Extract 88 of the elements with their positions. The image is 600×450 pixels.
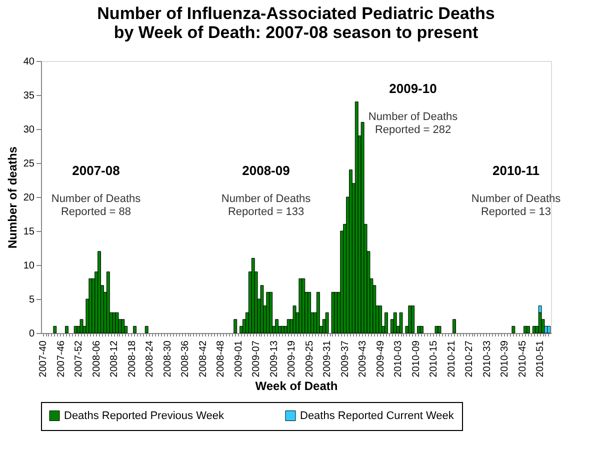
y-tick-label: 10 bbox=[23, 260, 35, 272]
annotation: Number of Deaths Reported = 282 bbox=[368, 111, 458, 136]
x-tick-label: 2008-24 bbox=[144, 340, 156, 378]
bar bbox=[420, 326, 424, 334]
bar bbox=[292, 306, 296, 334]
annotation: 2009-10 bbox=[389, 81, 437, 96]
x-tick-label: 2009-25 bbox=[304, 340, 316, 378]
annotation: 2007-08 bbox=[72, 163, 120, 178]
annotation: Number of Deaths Reported = 13 bbox=[471, 193, 562, 218]
x-tick-label: 2009-01 bbox=[233, 340, 244, 378]
bar bbox=[411, 306, 415, 334]
x-tick-label: 2010-33 bbox=[482, 340, 493, 378]
bar bbox=[378, 306, 382, 334]
x-tick-label: 2009-07 bbox=[251, 340, 262, 378]
bar bbox=[269, 292, 273, 334]
bar bbox=[308, 292, 312, 334]
y-tick-label: 5 bbox=[28, 294, 35, 306]
bar bbox=[121, 319, 125, 334]
x-tick-label: 2010-03 bbox=[393, 340, 404, 378]
annotation: 2008-09 bbox=[242, 163, 290, 178]
bar bbox=[144, 326, 148, 334]
bar bbox=[251, 258, 255, 334]
x-tick-label: 2008-12 bbox=[109, 340, 120, 378]
x-tick-label: 2009-49 bbox=[375, 340, 386, 378]
x-tick-label: 2008-06 bbox=[91, 340, 102, 378]
bar bbox=[133, 326, 137, 334]
bar bbox=[512, 326, 516, 334]
y-tick-label: 15 bbox=[23, 226, 35, 238]
bar bbox=[74, 326, 78, 334]
x-tick-label: 2009-31 bbox=[322, 340, 334, 378]
x-tick-label: 2009-19 bbox=[286, 340, 298, 378]
x-tick-label: 2008-36 bbox=[180, 340, 192, 378]
bar bbox=[393, 312, 397, 334]
bar bbox=[316, 292, 320, 334]
x-tick-label: 2009-13 bbox=[268, 340, 280, 378]
y-tick-label: 20 bbox=[23, 192, 35, 204]
legend-label: Deaths Reported Previous Week bbox=[64, 410, 224, 422]
bar bbox=[532, 326, 536, 334]
bar bbox=[53, 326, 57, 334]
bar bbox=[434, 326, 438, 334]
x-tick-label: 2007-46 bbox=[56, 340, 67, 378]
bar bbox=[275, 319, 278, 334]
y-axis-title: Number of deaths bbox=[5, 146, 20, 249]
x-tick-label: 2007-52 bbox=[74, 340, 85, 378]
chart-title: Number of Influenza-Associated Pediatric Deaths by Week of Death: 2007-08 season to present bbox=[97, 4, 495, 42]
x-tick-label: 2010-45 bbox=[517, 340, 528, 378]
x-tick-label: 2009-43 bbox=[358, 340, 369, 378]
bar bbox=[417, 326, 420, 334]
annotation: Number of Deaths Reported = 88 bbox=[51, 193, 142, 218]
bar bbox=[65, 326, 68, 334]
bar bbox=[80, 319, 84, 334]
x-tick-label: 2008-30 bbox=[162, 340, 174, 378]
bar bbox=[384, 312, 388, 334]
bar bbox=[524, 326, 527, 334]
y-tick-label: 40 bbox=[23, 56, 35, 68]
annotation: 2010-11 bbox=[492, 163, 540, 178]
bar bbox=[286, 319, 290, 334]
x-tick-label: 2010-39 bbox=[500, 340, 511, 378]
x-tick-label: 2010-21 bbox=[446, 340, 458, 378]
bar bbox=[452, 319, 456, 334]
bar bbox=[399, 312, 403, 334]
y-tick-label: 0 bbox=[28, 328, 35, 340]
x-tick-label: 2009-37 bbox=[340, 340, 351, 378]
bar bbox=[98, 251, 102, 334]
x-tick-label: 2010-09 bbox=[410, 340, 422, 378]
y-tick-label: 25 bbox=[23, 158, 35, 170]
bar bbox=[234, 319, 238, 334]
y-tick-label: 30 bbox=[23, 124, 35, 136]
bar bbox=[260, 285, 264, 334]
bar bbox=[325, 312, 329, 334]
x-axis-title: Week of Death bbox=[255, 379, 338, 394]
bar bbox=[106, 272, 110, 334]
bar bbox=[438, 326, 442, 334]
bar bbox=[115, 312, 119, 334]
y-tick-label: 35 bbox=[23, 90, 35, 102]
bar bbox=[280, 326, 284, 334]
bar bbox=[526, 326, 530, 334]
x-tick-label: 2008-18 bbox=[126, 340, 138, 378]
legend-label: Deaths Reported Current Week bbox=[300, 410, 454, 422]
bar bbox=[302, 278, 306, 334]
bar bbox=[547, 326, 551, 334]
x-tick-label: 2008-48 bbox=[216, 340, 227, 378]
x-tick-label: 2010-27 bbox=[464, 340, 476, 378]
x-tick-label: 2008-42 bbox=[198, 340, 209, 378]
x-tick-label: 2007-40 bbox=[38, 340, 50, 378]
annotation: Number of Deaths Reported = 133 bbox=[221, 193, 312, 218]
x-tick-label: 2010-51 bbox=[535, 340, 546, 378]
x-tick-label: 2010-15 bbox=[428, 340, 440, 378]
